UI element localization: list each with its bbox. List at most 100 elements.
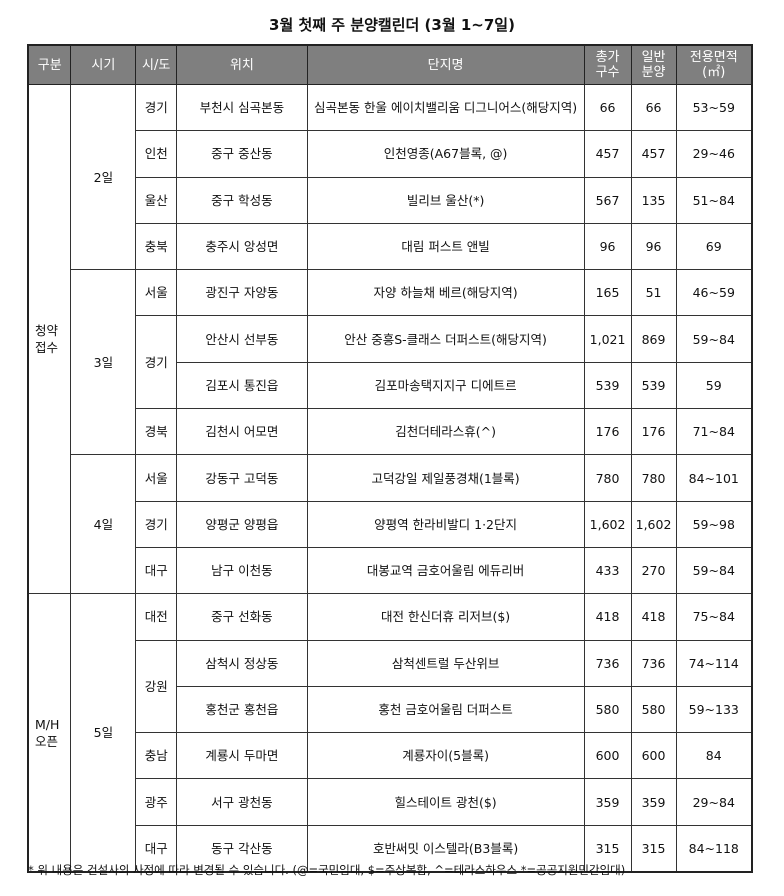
location-cell: 부천시 심곡본동 <box>176 83 308 132</box>
complex-name-cell: 고덕강일 제일풍경채(1블록) <box>306 454 585 502</box>
location-cell: 김포시 통진읍 <box>176 361 308 410</box>
total-units-cell: 600 <box>583 732 632 780</box>
date-cell: 5일 <box>70 593 137 873</box>
table-row: 경기 양평군 양평읍 양평역 한라비발디 1·2단지 1,602 1,602 59~98 <box>28 500 753 548</box>
table-row: 광주 서구 광천동 힐스테이트 광천($) 359 359 29~84 <box>28 778 753 826</box>
category-cell: M/H 오픈 <box>27 593 72 873</box>
total-units-cell: 780 <box>583 454 632 502</box>
column-header: 위치 <box>176 44 308 85</box>
region-cell: 강원 <box>135 639 178 734</box>
table-row: 경북 김천시 어모면 김천더테라스휴(^) 176 176 71~84 <box>28 408 753 456</box>
column-header: 시/도 <box>135 44 178 85</box>
region-cell: 대전 <box>135 593 178 641</box>
total-units-cell: 580 <box>583 685 632 734</box>
total-units-cell: 359 <box>583 778 632 826</box>
area-cell: 59~84 <box>675 315 753 363</box>
complex-name-cell: 홍천 금호어울림 더퍼스트 <box>306 685 585 734</box>
table-row: 인천 중구 중산동 인천영종(A67블록, @) 457 457 29~46 <box>28 130 753 178</box>
column-header: 시기 <box>70 44 137 85</box>
region-cell: 서울 <box>135 454 178 502</box>
total-units-cell: 736 <box>583 639 632 687</box>
total-units-cell: 1,602 <box>583 500 632 548</box>
complex-name-cell: 대전 한신더휴 리저브($) <box>306 593 585 641</box>
general-sale-cell: 600 <box>630 732 677 780</box>
location-cell: 홍천군 홍천읍 <box>176 685 308 734</box>
area-cell: 53~59 <box>675 83 753 132</box>
area-cell: 75~84 <box>675 593 753 641</box>
total-units-cell: 567 <box>583 176 632 224</box>
complex-name-cell: 호반써밋 이스텔라(B3블록) <box>306 824 585 873</box>
complex-name-cell: 삼척센트럴 두산위브 <box>306 639 585 687</box>
area-cell: 29~46 <box>675 130 753 178</box>
complex-name-cell: 안산 중흥S-클래스 더퍼스트(해당지역) <box>306 315 585 363</box>
complex-name-cell: 대림 퍼스트 앤빌 <box>306 222 585 271</box>
total-units-cell: 433 <box>583 546 632 595</box>
complex-name-cell: 김포마송택지지구 디에트르 <box>306 361 585 410</box>
general-sale-cell: 135 <box>630 176 677 224</box>
date-cell: 4일 <box>70 454 137 595</box>
table-row: 4일 서울 강동구 고덕동 고덕강일 제일풍경채(1블록) 780 780 84~101 <box>28 454 753 595</box>
general-sale-cell: 457 <box>630 130 677 178</box>
location-cell: 중구 학성동 <box>176 176 308 224</box>
region-cell: 충북 <box>135 222 178 271</box>
table-row: 3일 서울 광진구 자양동 자양 하늘채 베르(해당지역) 165 51 46~59 <box>28 269 753 456</box>
area-cell: 51~84 <box>675 176 753 224</box>
total-units-cell: 418 <box>583 593 632 641</box>
region-cell: 서울 <box>135 269 178 317</box>
location-cell: 양평군 양평읍 <box>176 500 308 548</box>
area-cell: 59~84 <box>675 546 753 595</box>
table-row: 강원 삼척시 정상동 삼척센트럴 두산위브 736 736 74~114 <box>28 639 753 734</box>
complex-name-cell: 대봉교역 금호어울림 에듀리버 <box>306 546 585 595</box>
total-units-cell: 66 <box>583 83 632 132</box>
region-cell: 경기 <box>135 315 178 410</box>
location-cell: 남구 이천동 <box>176 546 308 595</box>
table-row: 대구 동구 각산동 호반써밋 이스텔라(B3블록) 315 315 84~118 <box>28 824 753 873</box>
total-units-cell: 165 <box>583 269 632 317</box>
table-row: 김포시 통진읍 김포마송택지지구 디에트르 539 539 59 <box>28 361 753 410</box>
area-cell: 59~98 <box>675 500 753 548</box>
location-cell: 서구 광천동 <box>176 778 308 826</box>
general-sale-cell: 580 <box>630 685 677 734</box>
general-sale-cell: 315 <box>630 824 677 873</box>
complex-name-cell: 힐스테이트 광천($) <box>306 778 585 826</box>
table-row: 경기 안산시 선부동 안산 중흥S-클래스 더퍼스트(해당지역) 1,021 869 59… <box>28 315 753 410</box>
column-header: 구분 <box>27 44 72 85</box>
general-sale-cell: 418 <box>630 593 677 641</box>
general-sale-cell: 96 <box>630 222 677 271</box>
region-cell: 광주 <box>135 778 178 826</box>
general-sale-cell: 736 <box>630 639 677 687</box>
complex-name-cell: 심곡본동 한울 에이치밸리움 디그니어스(해당지역) <box>306 83 585 132</box>
location-cell: 광진구 자양동 <box>176 269 308 317</box>
complex-name-cell: 양평역 한라비발디 1·2단지 <box>306 500 585 548</box>
region-cell: 울산 <box>135 176 178 224</box>
table-row: 홍천군 홍천읍 홍천 금호어울림 더퍼스트 580 580 59~133 <box>28 685 753 734</box>
table-row: 울산 중구 학성동 빌리브 울산(*) 567 135 51~84 <box>28 176 753 224</box>
region-cell: 경북 <box>135 408 178 456</box>
location-cell: 충주시 앙성면 <box>176 222 308 271</box>
general-sale-cell: 66 <box>630 83 677 132</box>
area-cell: 71~84 <box>675 408 753 456</box>
region-cell: 대구 <box>135 546 178 595</box>
total-units-cell: 176 <box>583 408 632 456</box>
table-row: 청약 접수 2일 경기 부천시 심곡본동 심곡본동 한울 에이치밸리움 디그니어스(해당… <box>27 83 753 595</box>
location-cell: 계룡시 두마면 <box>176 732 308 780</box>
area-cell: 69 <box>675 222 753 271</box>
location-cell: 김천시 어모면 <box>176 408 308 456</box>
general-sale-cell: 51 <box>630 269 677 317</box>
area-cell: 84~118 <box>675 824 753 873</box>
general-sale-cell: 869 <box>630 315 677 363</box>
region-cell: 대구 <box>135 824 178 873</box>
area-cell: 74~114 <box>675 639 753 687</box>
complex-name-cell: 계룡자이(5블록) <box>306 732 585 780</box>
complex-name-cell: 빌리브 울산(*) <box>306 176 585 224</box>
total-units-cell: 315 <box>583 824 632 873</box>
area-cell: 59~133 <box>675 685 753 734</box>
column-header: 총가 구수 <box>583 44 632 85</box>
area-cell: 59 <box>675 361 753 410</box>
general-sale-cell: 270 <box>630 546 677 595</box>
location-cell: 중구 선화동 <box>176 593 308 641</box>
page-title: 3월 첫째 주 분양캘린더 (3월 1~7일) <box>269 16 515 34</box>
area-cell: 46~59 <box>675 269 753 317</box>
column-header: 전용면적 (㎡) <box>675 44 753 85</box>
footnote: * 위 내용은 건설사의 사정에 따라 변경될 수 있습니다. (@=국민임대,… <box>28 863 626 877</box>
